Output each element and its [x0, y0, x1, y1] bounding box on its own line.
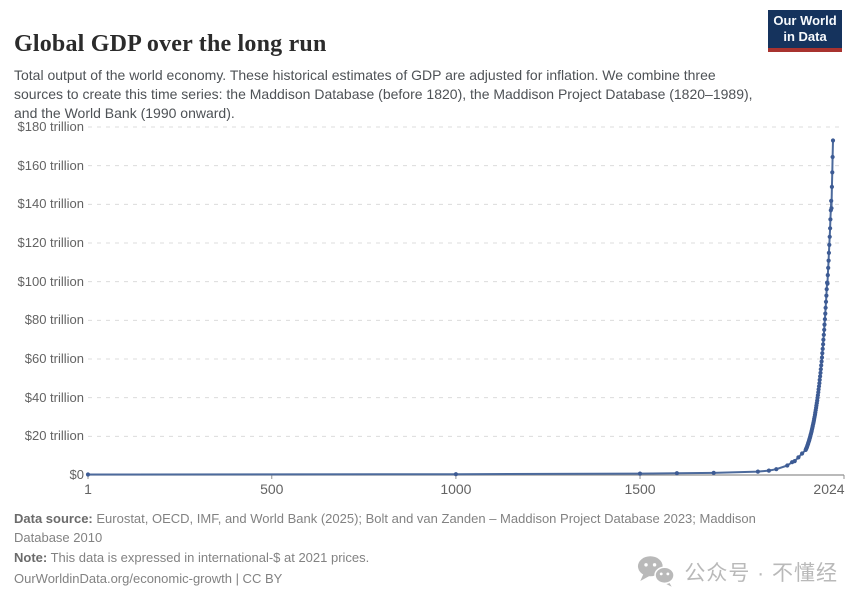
- data-point-marker: [818, 374, 823, 379]
- owid-logo-line1: Our World: [773, 13, 837, 28]
- data-point-marker: [825, 281, 830, 286]
- data-point-marker: [828, 226, 833, 231]
- y-axis-label: $180 trillion: [17, 119, 85, 134]
- data-point-marker: [825, 273, 830, 278]
- data-point-marker: [827, 234, 832, 239]
- chart-subtitle: Total output of the world economy. These…: [14, 67, 753, 121]
- data-point-marker: [819, 355, 825, 360]
- y-axis-label: $0: [69, 467, 84, 482]
- data-point-marker: [785, 463, 790, 468]
- data-point-marker: [817, 377, 822, 382]
- data-point-marker: [85, 472, 91, 477]
- data-point-marker: [711, 470, 716, 475]
- y-axis-label: $100 trillion: [17, 273, 85, 289]
- data-point-marker: [826, 265, 831, 270]
- data-point-marker: [822, 322, 827, 327]
- y-axis-label: $160 trillion: [17, 157, 85, 173]
- data-point-marker: [823, 311, 828, 316]
- data-point-marker: [821, 342, 826, 347]
- data-point-marker: [816, 384, 822, 389]
- data-point-marker: [792, 459, 797, 464]
- data-point-marker: [774, 467, 779, 472]
- data-point-marker: [637, 471, 643, 476]
- data-point-marker: [755, 469, 761, 474]
- data-point-marker: [828, 217, 833, 222]
- data-point-marker: [674, 471, 680, 476]
- y-axis-label: $120 trillion: [17, 235, 85, 250]
- data-point-marker: [766, 468, 772, 473]
- data-point-marker: [827, 242, 832, 247]
- data-point-marker: [823, 305, 828, 310]
- data-point-marker: [800, 451, 805, 456]
- owid-logo: Our World in Data: [768, 10, 842, 52]
- x-axis-label: 2024: [813, 481, 845, 497]
- data-point-marker: [826, 258, 831, 263]
- data-point-marker: [829, 184, 835, 189]
- wechat-icon: [637, 555, 676, 588]
- data-point-marker: [820, 351, 825, 356]
- data-point-marker: [830, 138, 836, 143]
- data-point-marker: [819, 363, 824, 368]
- watermark: 公众号 · 不懂经: [637, 555, 838, 588]
- data-point-marker: [830, 154, 835, 160]
- data-point-marker: [796, 455, 801, 460]
- data-point-marker: [829, 198, 834, 203]
- y-axis-label: $20 trillion: [24, 428, 84, 444]
- y-axis-label: $140 trillion: [17, 196, 85, 212]
- gdp-line-series: [87, 139, 834, 476]
- data-point-marker: [830, 170, 835, 175]
- chart-footer: Data source: Eurostat, OECD, IMF, and Wo…: [14, 510, 814, 590]
- data-point-marker: [816, 387, 821, 392]
- note-text: This data is expressed in international-…: [47, 550, 370, 565]
- data-point-marker: [820, 346, 825, 351]
- data-source-text: Eurostat, OECD, IMF, and World Bank (202…: [14, 511, 756, 545]
- data-point-marker: [818, 370, 823, 375]
- watermark-text: 公众号 · 不懂经: [684, 561, 838, 585]
- y-axis-label: $80 trillion: [24, 312, 84, 328]
- data-point-marker: [819, 359, 824, 364]
- data-point-marker: [824, 287, 829, 292]
- data-point-marker: [817, 381, 822, 386]
- data-point-marker: [823, 299, 829, 304]
- x-axis-label: 500: [260, 481, 284, 497]
- data-source-label: Data source:: [14, 511, 93, 526]
- owid-logo-line2: in Data: [783, 29, 827, 44]
- y-axis-label: $60 trillion: [24, 351, 84, 366]
- data-point-marker: [821, 337, 826, 342]
- data-source-line: Data source: Eurostat, OECD, IMF, and Wo…: [14, 510, 814, 547]
- y-axis-label: $40 trillion: [24, 389, 84, 405]
- data-point-marker: [822, 327, 827, 332]
- note-label: Note:: [14, 550, 48, 565]
- data-point-marker: [822, 317, 828, 322]
- note-line: Note: This data is expressed in internat…: [14, 549, 814, 568]
- data-point-marker: [826, 250, 832, 255]
- data-point-marker: [824, 293, 829, 298]
- data-point-marker: [821, 332, 826, 337]
- page-title: Global GDP over the long run: [14, 31, 327, 58]
- data-point-marker: [818, 367, 823, 372]
- license-link[interactable]: OurWorldinData.org/economic-growth | CC …: [14, 570, 283, 586]
- x-axis-label: 1500: [624, 481, 656, 497]
- x-axis-label: 1: [84, 481, 92, 497]
- data-point-marker: [453, 472, 458, 477]
- x-axis-label: 1000: [440, 481, 472, 497]
- data-point-marker: [829, 206, 834, 211]
